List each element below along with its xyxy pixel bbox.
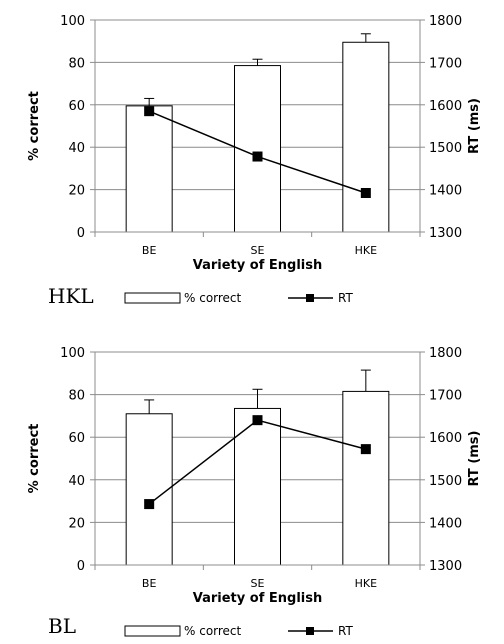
- y-axis-title: % correct: [27, 424, 42, 494]
- y2-tick-label: 1400: [429, 516, 462, 531]
- x-tick-label: HKE: [355, 577, 377, 590]
- y2-tick-label: 1600: [429, 431, 462, 446]
- legend-label-line: RT: [338, 291, 353, 305]
- legend-swatch-bar: [124, 625, 181, 637]
- x-axis-title: Variety of English: [193, 258, 322, 273]
- y2-tick-label: 1300: [429, 226, 462, 241]
- y-tick-label: 60: [68, 99, 85, 114]
- legend-swatch-bar: [124, 292, 181, 304]
- y-tick-label: 40: [68, 141, 85, 156]
- rt-point-HKE: [360, 444, 371, 455]
- y2-tick-label: 1300: [429, 559, 462, 574]
- y2-axis-title: RT (ms): [467, 431, 482, 487]
- y-tick-label: 0: [77, 226, 85, 241]
- y2-tick-label: 1600: [429, 99, 462, 114]
- y2-tick-label: 1500: [429, 141, 462, 156]
- legend-label-bar: % correct: [184, 624, 242, 638]
- legend-label-line: RT: [338, 624, 353, 638]
- y2-tick-label: 1400: [429, 184, 462, 199]
- y2-tick-label: 1700: [429, 389, 462, 404]
- x-tick-label: HKE: [355, 244, 377, 257]
- y-tick-label: 80: [68, 389, 85, 404]
- y2-tick-label: 1800: [429, 346, 462, 361]
- y-axis-title: % correct: [27, 91, 42, 161]
- bar-SE: [234, 407, 281, 566]
- x-tick-label: BE: [142, 244, 157, 257]
- y-tick-label: 20: [68, 516, 85, 531]
- y2-tick-label: 1500: [429, 474, 462, 489]
- y-tick-label: 20: [68, 184, 85, 199]
- y-tick-label: 60: [68, 431, 85, 446]
- x-tick-label: BE: [142, 577, 157, 590]
- rt-point-SE: [252, 415, 263, 426]
- x-tick-label: SE: [251, 577, 265, 590]
- y2-axis-title: RT (ms): [467, 98, 482, 154]
- x-tick-label: SE: [251, 244, 265, 257]
- bar-BE: [125, 105, 173, 233]
- y-tick-label: 100: [60, 346, 85, 361]
- y2-tick-label: 1700: [429, 56, 462, 71]
- bar-HKE: [342, 41, 390, 233]
- y-tick-label: 80: [68, 56, 85, 71]
- y-tick-label: 0: [77, 559, 85, 574]
- bar-SE: [234, 65, 281, 233]
- bar-BE: [125, 413, 173, 566]
- rt-point-SE: [252, 151, 263, 162]
- y-tick-label: 40: [68, 474, 85, 489]
- chart-panel-0: 0 20 40 60 80 100 1300 1400 1500 1600 1700 1800 BE SE…: [27, 14, 482, 308]
- legend-label-bar: % correct: [184, 291, 242, 305]
- chart-panel-1: 0 20 40 60 80 100 1300 1400 1500 1600 1700 1800 BE SE…: [27, 346, 482, 638]
- legend-marker: [306, 627, 314, 635]
- panel-label: HKL: [48, 284, 94, 308]
- legend-marker: [306, 294, 314, 302]
- panel-label: BL: [48, 614, 76, 638]
- x-axis-title: Variety of English: [193, 591, 322, 606]
- bar-HKE: [342, 390, 390, 566]
- rt-point-BE: [144, 106, 155, 117]
- y-tick-label: 100: [60, 14, 85, 29]
- rt-point-HKE: [360, 187, 371, 198]
- rt-point-BE: [144, 499, 155, 510]
- y2-tick-label: 1800: [429, 14, 462, 29]
